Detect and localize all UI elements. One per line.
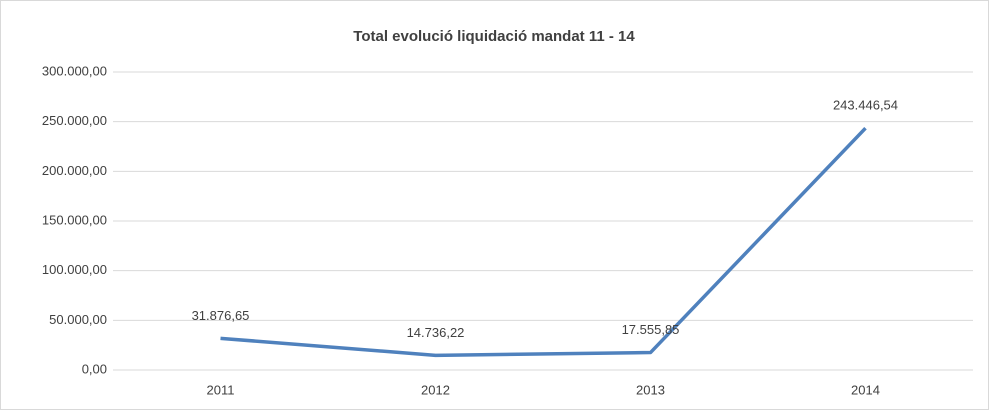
chart-title: Total evolució liquidació mandat 11 - 14 [353, 28, 635, 45]
y-tick-label: 200.000,00 [42, 163, 107, 178]
x-tick-label: 2011 [207, 382, 235, 397]
data-label: 243.446,54 [833, 98, 898, 113]
line-series [220, 126, 867, 358]
y-tick-label: 100.000,00 [42, 262, 107, 277]
x-tick-label: 2014 [851, 382, 880, 397]
x-tick-label: 2012 [421, 382, 450, 397]
y-tick-label: 50.000,00 [49, 312, 107, 327]
data-label: 14.736,22 [407, 325, 465, 340]
data-label: 31.876,65 [192, 308, 250, 323]
y-tick-label: 250.000,00 [42, 113, 107, 128]
y-tick-label: 0,00 [82, 361, 107, 376]
y-tick-label: 150.000,00 [42, 212, 107, 227]
data-label: 17.555,85 [622, 322, 680, 337]
x-tick-label: 2013 [636, 382, 665, 397]
y-tick-label: 300.000,00 [42, 63, 107, 78]
